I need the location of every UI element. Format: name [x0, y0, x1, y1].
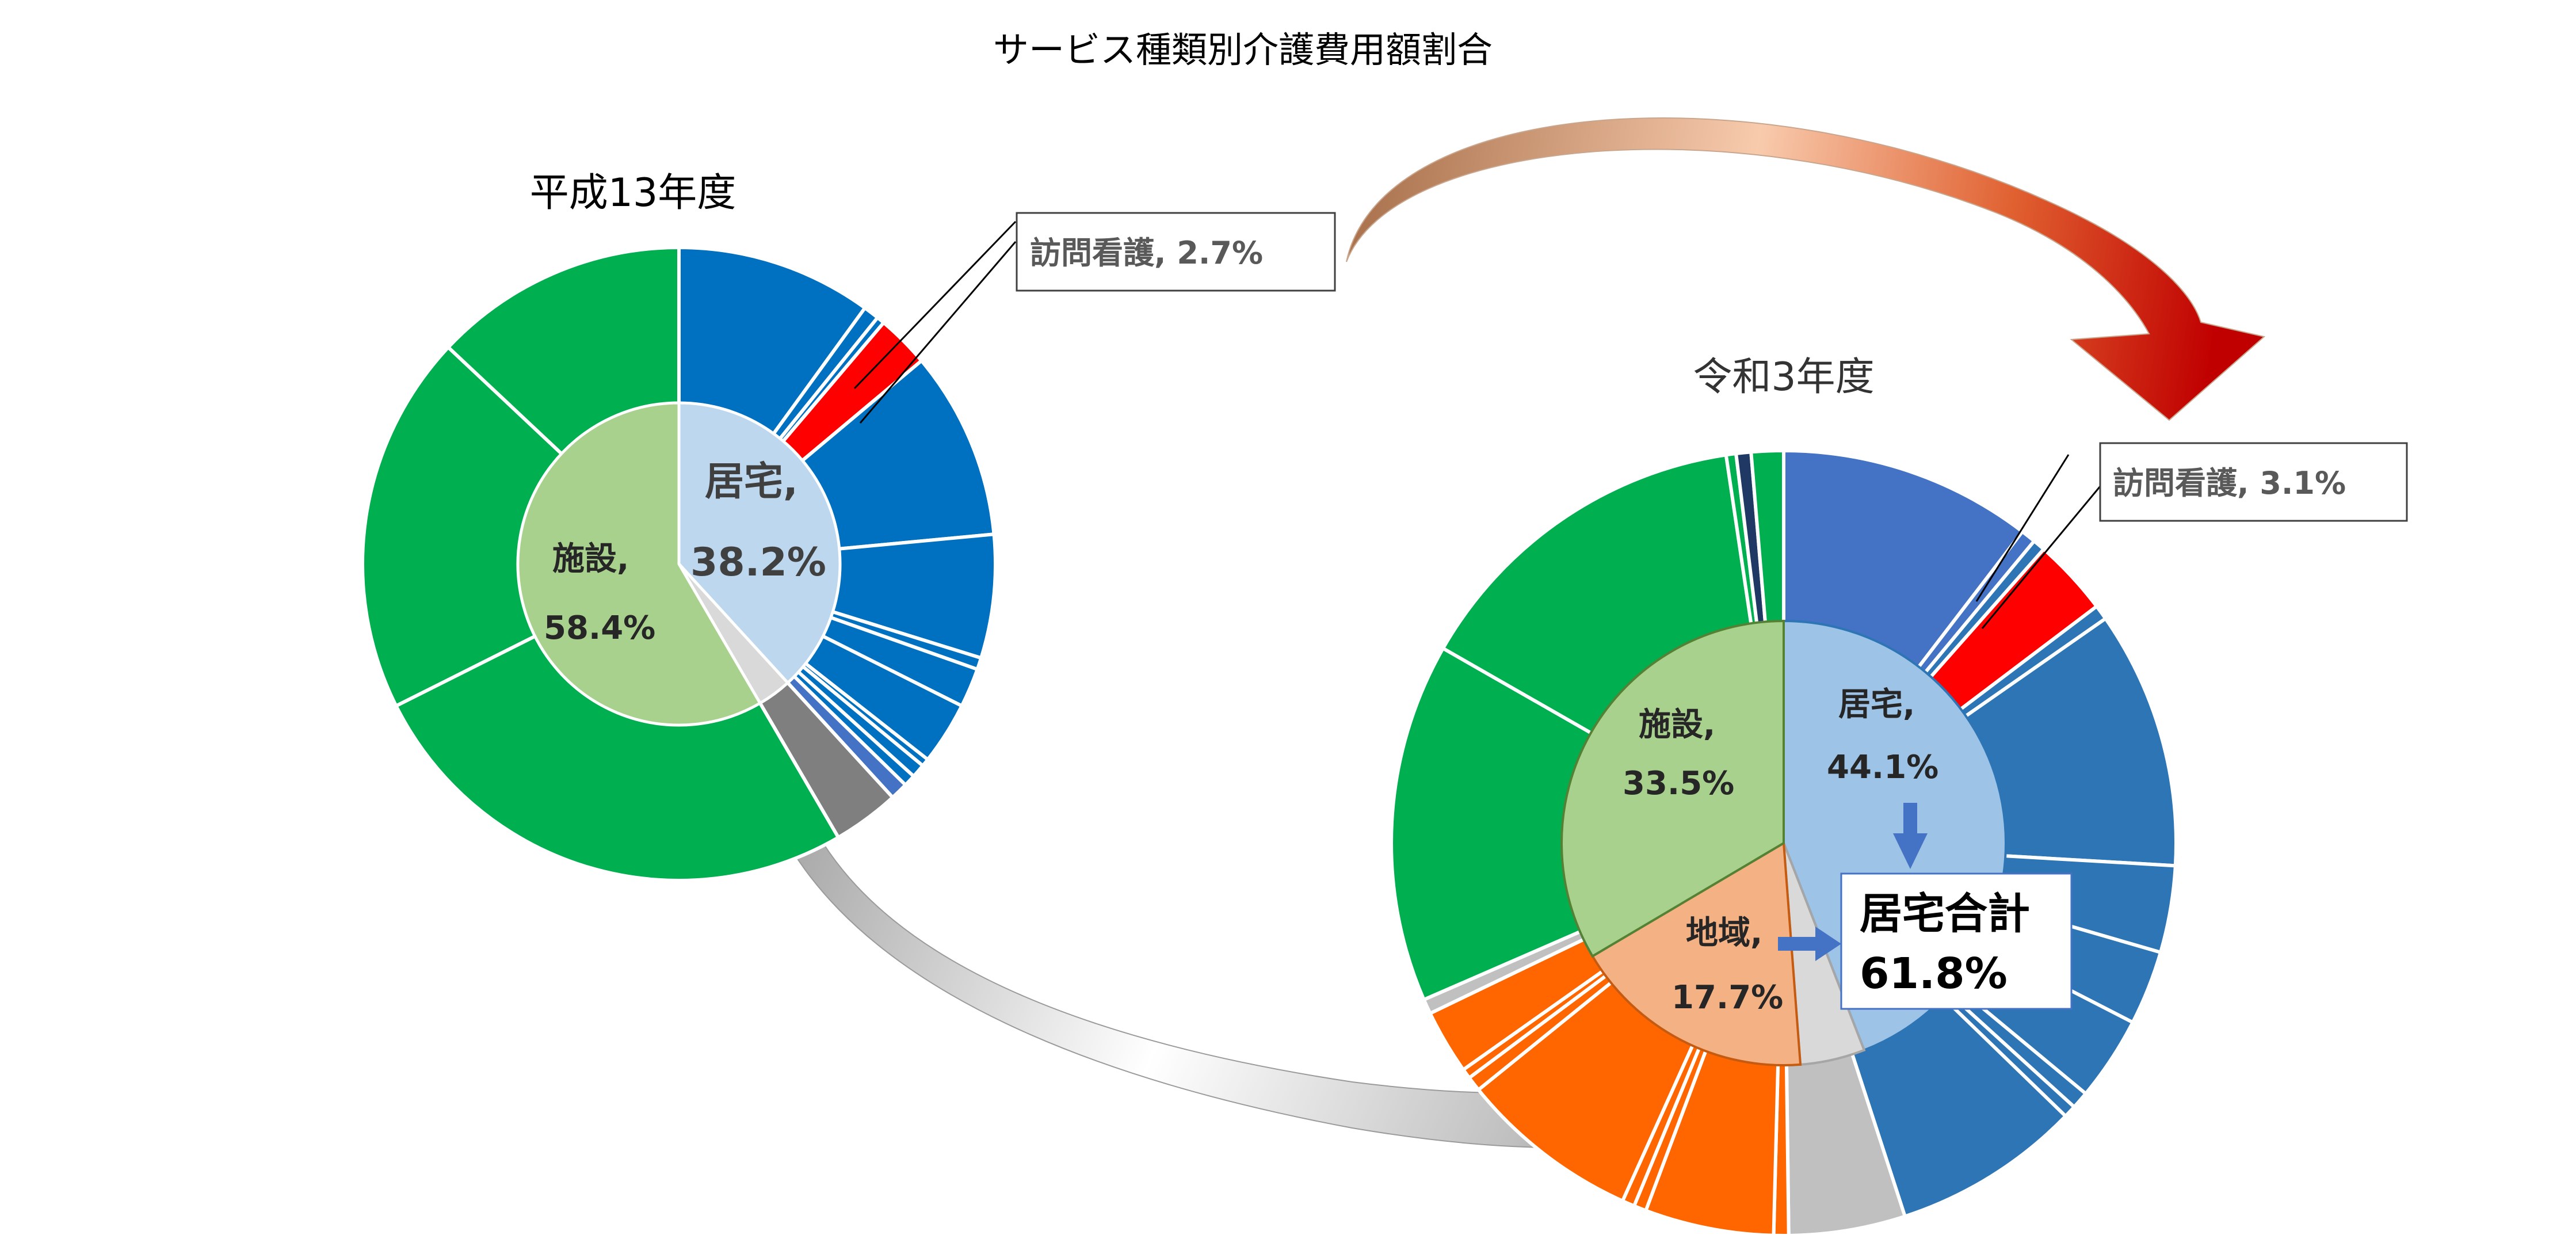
chart1-inner-slice-1	[677, 401, 842, 685]
chart2-home-value: 44.1%	[1827, 749, 1938, 786]
chart1-inner-slice-3	[516, 401, 762, 727]
chart2-inner-slice-3	[1591, 841, 1802, 1066]
arrow-h13-to-r3-icon	[1346, 117, 2266, 421]
chart1-facility-value: 58.4%	[544, 609, 655, 647]
chart1-home-label: 居宅,	[705, 459, 798, 505]
chart1-home-value: 38.2%	[690, 540, 826, 585]
chart2-callout-line-2	[1981, 486, 2101, 629]
chart2-inner-labels: 居宅, 44.1% 施設, 33.5% 地域, 17.7%	[1623, 686, 1938, 1016]
chart1-callout-text: 訪問看護, 2.7%	[1030, 235, 1263, 271]
chart1-facility-label: 施設,	[552, 540, 629, 578]
chart2-title: 令和3年度	[1693, 355, 1874, 400]
home-total-value: 61.8%	[1860, 949, 2008, 998]
down-arrow-icon	[1893, 803, 1928, 869]
chart2-callout-text: 訪問看護, 3.1%	[2113, 465, 2346, 501]
chart1-callout-line	[853, 220, 1017, 390]
chart2-callout-box	[2099, 442, 2408, 522]
chart2-community-label: 地域,	[1686, 914, 1762, 952]
chart1-callout-box	[1016, 212, 1336, 292]
chart1-inner-ring	[516, 401, 842, 727]
chart2-facility-label: 施設,	[1639, 706, 1715, 744]
chart1-inner-labels: 居宅, 38.2% 施設, 58.4%	[544, 459, 826, 647]
home-total-box	[1840, 872, 2073, 1010]
chart2-community-value: 17.7%	[1671, 979, 1783, 1016]
home-total-label: 居宅合計	[1860, 889, 2030, 939]
chart1-outer-slice-16	[361, 345, 682, 708]
chart1-outer-slice-15	[394, 562, 841, 882]
chart1-callout-line-2	[859, 241, 1017, 424]
chart2-callout-line	[1975, 454, 2070, 602]
right-arrow-icon	[1778, 927, 1841, 961]
chart2-home-label: 居宅,	[1838, 686, 1915, 723]
chart2-inner-slice-4	[1560, 619, 1785, 958]
chart1-title: 平成13年度	[530, 170, 736, 216]
chart2-facility-value: 33.5%	[1623, 765, 1734, 802]
chart-title: サービス種類別介護費用額割合	[993, 29, 1493, 71]
